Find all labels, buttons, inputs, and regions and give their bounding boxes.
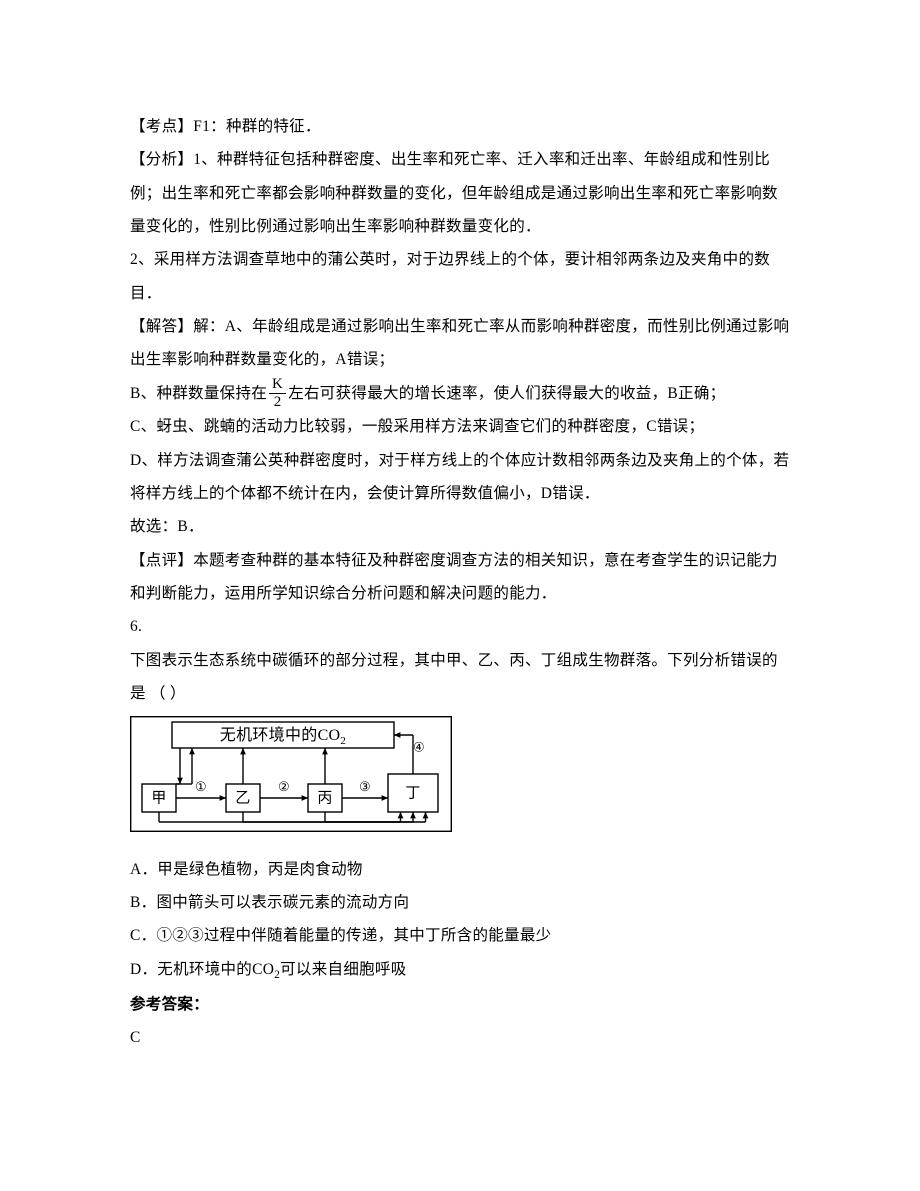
option-d-pre: D．无机环境中的CO bbox=[130, 961, 274, 978]
svg-text:乙: 乙 bbox=[235, 791, 250, 807]
svg-text:③: ③ bbox=[359, 779, 371, 794]
option-a: A．甲是绿色植物，丙是肉食动物 bbox=[130, 853, 790, 886]
analysis-2: 2、采用样方法调查草地中的蒲公英时，对于边界线上的个体，要计相邻两条边及夹角中的… bbox=[130, 243, 790, 310]
svg-text:①: ① bbox=[195, 779, 207, 794]
svg-text:②: ② bbox=[278, 779, 290, 794]
answer-label: 参考答案： bbox=[130, 988, 790, 1021]
analysis-1: 【分析】1、种群特征包括种群密度、出生率和死亡率、迁入率和迁出率、年龄组成和性别… bbox=[130, 143, 790, 243]
carbon-cycle-diagram: 无机环境中的CO2 甲 乙 丙 丁 ④ ① ② ③ bbox=[130, 716, 790, 844]
solution-b-pre: B、种群数量保持在 bbox=[130, 385, 267, 402]
option-d: D．无机环境中的CO2可以来自细胞呼吸 bbox=[130, 953, 790, 988]
solution-c: C、蚜虫、跳蝻的活动力比较弱，一般采用样方法来调查它们的种群密度，C错误； bbox=[130, 410, 790, 443]
exam-point: 【考点】F1：种群的特征． bbox=[130, 110, 790, 143]
document-page: 【考点】F1：种群的特征． 【分析】1、种群特征包括种群密度、出生率和死亡率、迁… bbox=[0, 0, 920, 1191]
svg-text:丙: 丙 bbox=[317, 791, 332, 807]
solution-d: D、样方法调查蒲公英种群密度时，对于样方线上的个体应计数相邻两条边及夹角上的个体… bbox=[130, 444, 790, 511]
option-b: B．图中箭头可以表示碳元素的流动方向 bbox=[130, 886, 790, 919]
fraction-denominator: 2 bbox=[269, 394, 286, 410]
conclusion: 故选：B． bbox=[130, 510, 790, 543]
solution-b-post: 左右可获得最大的增长速率，使人们获得最大的收益，B正确； bbox=[288, 385, 725, 402]
comment: 【点评】本题考查种群的基本特征及种群密度调查方法的相关知识，意在考查学生的识记能… bbox=[130, 544, 790, 611]
diagram-svg: 无机环境中的CO2 甲 乙 丙 丁 ④ ① ② ③ bbox=[130, 716, 452, 832]
question-number: 6. bbox=[130, 610, 790, 643]
fraction-numerator: K bbox=[269, 377, 286, 394]
question-stem: 下图表示生态系统中碳循环的部分过程，其中甲、乙、丙、丁组成生物群落。下列分析错误… bbox=[130, 644, 790, 711]
fraction-k-over-2: K2 bbox=[269, 377, 286, 410]
solution-b: B、种群数量保持在K2左右可获得最大的增长速率，使人们获得最大的收益，B正确； bbox=[130, 377, 790, 411]
svg-text:甲: 甲 bbox=[151, 791, 166, 807]
solution-a: 【解答】解：A、年龄组成是通过影响出生率和死亡率从而影响种群密度，而性别比例通过… bbox=[130, 310, 790, 377]
option-c: C．①②③过程中伴随着能量的传递，其中丁所含的能量最少 bbox=[130, 919, 790, 952]
svg-text:丁: 丁 bbox=[405, 786, 420, 802]
option-d-post: 可以来自细胞呼吸 bbox=[280, 961, 406, 978]
svg-text:无机环境中的CO2: 无机环境中的CO2 bbox=[220, 725, 346, 747]
svg-text:④: ④ bbox=[413, 740, 425, 755]
answer-value: C bbox=[130, 1021, 790, 1054]
